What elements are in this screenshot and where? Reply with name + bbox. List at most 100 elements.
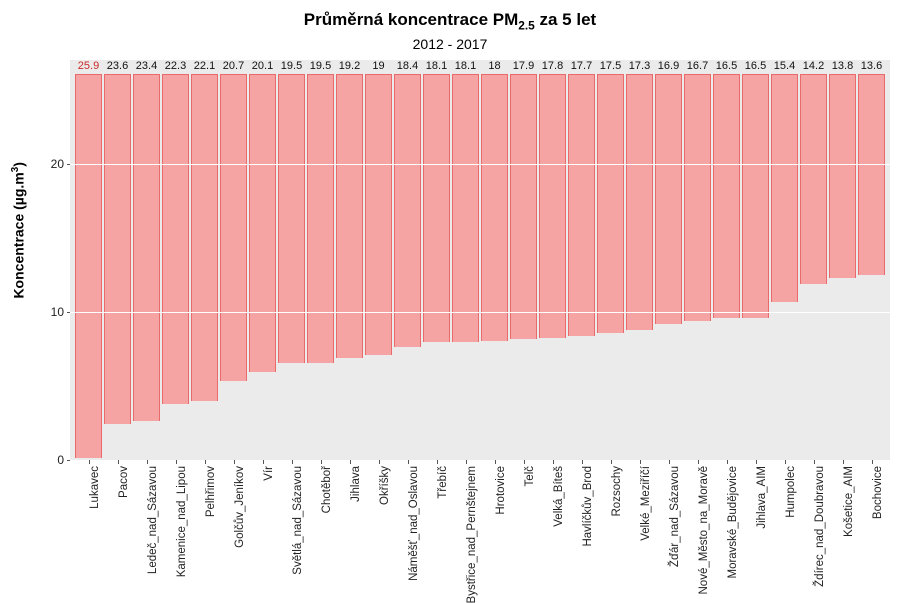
- x-tick-mark: [437, 460, 438, 464]
- x-label-slot: Rozsochy: [596, 460, 625, 600]
- x-tick-label: Nové_Město_na_Moravě: [698, 466, 710, 595]
- bar-value-label: 23.6: [107, 60, 128, 72]
- bar-value-label: 16.5: [716, 60, 737, 72]
- bar-value-label: 23.4: [136, 60, 157, 72]
- bar-slot: 16.9: [654, 60, 683, 460]
- x-label-slot: Bystřice_nad_Pernštejnem: [451, 460, 480, 600]
- y-tick-mark: [67, 164, 70, 165]
- bar-value-label: 18.1: [455, 60, 476, 72]
- bar-value-label: 17.7: [571, 60, 592, 72]
- bar: [510, 74, 536, 339]
- x-tick-mark: [495, 460, 496, 464]
- x-label-slot: Třebíč: [422, 460, 451, 600]
- bar: [771, 74, 797, 302]
- x-tick-label: Kamenice_nad_Lipou: [176, 466, 188, 577]
- x-label-slot: Jihlava: [335, 460, 364, 600]
- x-tick-mark: [147, 460, 148, 464]
- bar: [394, 74, 420, 347]
- bar-value-label: 13.8: [832, 60, 853, 72]
- x-label-slot: Žďár_nad_Sázavou: [654, 460, 683, 600]
- x-label-slot: Vír: [248, 460, 277, 600]
- x-tick-label: Bochovice: [872, 466, 884, 519]
- bar-value-label: 18: [488, 60, 500, 72]
- bar: [452, 74, 478, 342]
- x-tick-mark: [669, 460, 670, 464]
- bar-slot: 13.8: [828, 60, 857, 460]
- x-tick-mark: [785, 460, 786, 464]
- bar-slot: 25.9: [74, 60, 103, 460]
- y-tick-label: 0: [34, 453, 64, 467]
- x-label-slot: Velká_Bíteš: [538, 460, 567, 600]
- x-tick-label: Náměšť_nad_Oslavou: [408, 466, 420, 581]
- x-tick-mark: [263, 460, 264, 464]
- bar-slot: 17.9: [509, 60, 538, 460]
- bar-slot: 20.7: [219, 60, 248, 460]
- x-tick-mark: [872, 460, 873, 464]
- x-tick-label: Okříšky: [379, 466, 391, 505]
- x-tick-label: Hrotovice: [495, 466, 507, 515]
- x-tick-mark: [205, 460, 206, 464]
- x-tick-label: Žďár_nad_Sázavou: [669, 466, 681, 567]
- x-tick-label: Havlíčkův_Brod: [582, 466, 594, 547]
- pm25-bar-chart: Průměrná koncentrace PM2.5 za 5 let 2012…: [0, 0, 900, 600]
- x-tick-label: Světlá_nad_Sázavou: [292, 466, 304, 575]
- bar: [307, 74, 333, 363]
- x-tick-mark: [727, 460, 728, 464]
- x-tick-label: Ledeč_nad_Sázavou: [147, 466, 159, 574]
- bar-slot: 15.4: [770, 60, 799, 460]
- y-tick-label: 10: [34, 305, 64, 319]
- bar-slot: 17.7: [567, 60, 596, 460]
- x-tick-mark: [292, 460, 293, 464]
- bar: [829, 74, 855, 278]
- x-tick-label: Jihlava: [350, 466, 362, 502]
- y-tick-mark: [67, 460, 70, 461]
- x-tick-mark: [698, 460, 699, 464]
- x-tick-mark: [118, 460, 119, 464]
- bar-slot: 19.5: [277, 60, 306, 460]
- bar-slot: 19: [364, 60, 393, 460]
- y-tick-mark: [67, 312, 70, 313]
- bar: [481, 74, 507, 341]
- x-tick-mark: [176, 460, 177, 464]
- bar-slot: 16.7: [683, 60, 712, 460]
- x-label-slot: Moravské_Budějovice: [712, 460, 741, 600]
- x-label-slot: Velké_Meziříčí: [625, 460, 654, 600]
- bar-value-label: 17.8: [542, 60, 563, 72]
- x-tick-mark: [234, 460, 235, 464]
- bar-slot: 22.3: [161, 60, 190, 460]
- x-tick-label: Rozsochy: [611, 466, 623, 517]
- x-label-slot: Jihlava_AIM: [741, 460, 770, 600]
- bar-value-label: 18.1: [426, 60, 447, 72]
- bar: [655, 74, 681, 324]
- bar-value-label: 19.5: [310, 60, 331, 72]
- x-tick-mark: [756, 460, 757, 464]
- bar-slot: 19.5: [306, 60, 335, 460]
- x-tick-mark: [582, 460, 583, 464]
- x-label-slot: Bochovice: [857, 460, 886, 600]
- bar-slot: 16.5: [712, 60, 741, 460]
- bar-value-label: 20.7: [223, 60, 244, 72]
- x-tick-mark: [321, 460, 322, 464]
- x-tick-mark: [553, 460, 554, 464]
- bar-slot: 18: [480, 60, 509, 460]
- bar: [800, 74, 826, 284]
- x-tick-label: Moravské_Budějovice: [727, 466, 739, 579]
- bar-slot: 18.4: [393, 60, 422, 460]
- bar: [568, 74, 594, 336]
- x-label-slot: Lukavec: [74, 460, 103, 600]
- x-label-slot: Ždírec_nad_Doubravou: [799, 460, 828, 600]
- x-label-slot: Humpolec: [770, 460, 799, 600]
- x-label-slot: Košetice_AIM: [828, 460, 857, 600]
- bar-value-label: 20.1: [252, 60, 273, 72]
- bar-slot: 16.5: [741, 60, 770, 460]
- x-tick-label: Jihlava_AIM: [756, 466, 768, 529]
- x-label-slot: Chotěboř: [306, 460, 335, 600]
- x-label-slot: Havlíčkův_Brod: [567, 460, 596, 600]
- bar: [742, 74, 768, 318]
- x-label-slot: Ledeč_nad_Sázavou: [132, 460, 161, 600]
- bar-slot: 23.6: [103, 60, 132, 460]
- bar-value-label: 16.5: [745, 60, 766, 72]
- x-label-slot: Pelhřimov: [190, 460, 219, 600]
- x-tick-mark: [466, 460, 467, 464]
- bar-slot: 18.1: [422, 60, 451, 460]
